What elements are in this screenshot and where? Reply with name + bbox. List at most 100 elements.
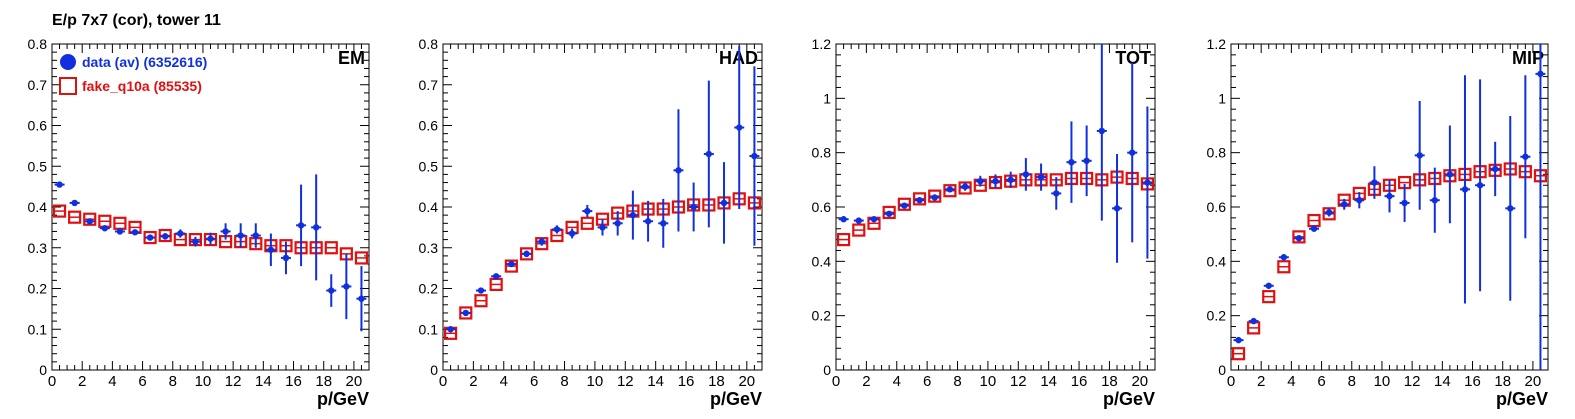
data-point [675, 167, 682, 174]
x-tick-label: 10 [980, 373, 997, 390]
y-tick-label: 0.1 [28, 321, 48, 337]
data-point [1310, 225, 1318, 232]
fake-point [882, 205, 896, 220]
data-point [1522, 153, 1529, 160]
fake-point [1231, 347, 1246, 361]
x-tick-label: 18 [315, 373, 332, 390]
legend-fake-marker [59, 77, 77, 95]
data-point [1113, 205, 1121, 212]
x-tick-label: 8 [1348, 373, 1356, 390]
x-tick-label: 14 [255, 373, 272, 390]
x-tick-label: 2 [862, 373, 870, 390]
x-tick-label: 0 [439, 373, 447, 390]
y-tick-label: 0.2 [1207, 308, 1227, 324]
y-tick-label: 0.8 [812, 145, 832, 161]
y-tick-label: 1 [823, 90, 831, 106]
x-tick-label: 20 [1131, 373, 1148, 390]
y-tick-label: 0.3 [28, 240, 48, 256]
data-point [477, 287, 485, 294]
data-point [86, 218, 93, 225]
fake-point [912, 192, 927, 206]
data-point [690, 203, 697, 211]
fake-point [836, 233, 851, 247]
x-tick-label: 16 [1071, 373, 1088, 390]
fake-point [1277, 260, 1291, 274]
x-tick-label: 10 [1374, 373, 1391, 390]
fake-point [354, 251, 369, 265]
data-point [1235, 336, 1242, 344]
y-tick-label: 0.6 [1207, 199, 1227, 215]
data-point [1053, 190, 1060, 197]
x-tick-label: 20 [346, 373, 363, 390]
y-tick-label: 0.3 [419, 240, 439, 256]
data-point [101, 224, 109, 232]
x-tick-label: 18 [1101, 373, 1118, 390]
data-point [855, 217, 862, 224]
y-tick-label: 0 [430, 362, 438, 378]
panel-label: TOT [1115, 48, 1151, 68]
data-point [237, 232, 244, 239]
x-tick-label: 0 [1227, 373, 1235, 390]
x-tick-label: 6 [1317, 373, 1325, 390]
figure-title: E/p 7x7 (cor), tower 11 [52, 12, 221, 29]
data-point [1461, 186, 1469, 193]
x-tick-label: 20 [1525, 373, 1542, 390]
data-point [177, 230, 184, 237]
data-point [568, 230, 576, 237]
x-tick-label: 14 [1434, 373, 1451, 390]
x-tick-label: 0 [832, 373, 840, 390]
data-point [946, 186, 954, 193]
x-tick-label: 16 [285, 373, 302, 390]
y-tick-label: 0.4 [419, 199, 439, 215]
x-tick-label: 6 [530, 373, 538, 390]
y-tick-label: 0.6 [419, 118, 439, 134]
data-point [312, 224, 320, 231]
x-tick-label: 4 [500, 373, 508, 390]
data-point [840, 216, 847, 223]
data-point [629, 211, 637, 219]
fake-point [83, 212, 97, 226]
data-point [870, 216, 878, 223]
fake-point [52, 204, 67, 218]
data-point [977, 177, 984, 185]
x-tick-label: 18 [708, 373, 725, 390]
data-point [1537, 70, 1544, 78]
y-tick-label: 0.4 [1207, 253, 1227, 269]
x-axis-label: p/GeV [317, 389, 369, 409]
legend-data-marker [60, 54, 76, 70]
data-point [1280, 254, 1288, 261]
x-tick-label: 14 [1040, 373, 1057, 390]
y-tick-label: 0.7 [28, 77, 48, 93]
x-tick-label: 18 [1494, 373, 1511, 390]
x-tick-label: 16 [678, 373, 695, 390]
data-point [71, 199, 78, 207]
fake-point [580, 216, 594, 230]
fake-point [504, 259, 518, 273]
x-tick-label: 12 [617, 373, 634, 390]
data-point [162, 233, 169, 240]
data-point [328, 287, 335, 294]
panel-tot: 0 2 4 6 8 10 12 14 16 18 20p/GeV 0 0.2 0.4 0.6 0.8 1 1.2 T… [812, 36, 1156, 409]
x-tick-label: 12 [225, 373, 242, 390]
data-point [1401, 199, 1408, 207]
legend-fake-label: fake_q10a (85535) [82, 78, 202, 94]
y-tick-label: 0.5 [28, 158, 48, 174]
x-tick-label: 8 [953, 373, 961, 390]
data-point [1491, 165, 1499, 173]
y-tick-label: 0.2 [812, 308, 832, 324]
data-point [553, 226, 561, 233]
fake-point [519, 247, 534, 261]
data-point [1022, 171, 1030, 178]
y-tick-label: 0.2 [419, 281, 439, 297]
data-point [538, 238, 545, 245]
data-point [1129, 149, 1136, 156]
data-point [1476, 182, 1484, 189]
data-point [1098, 127, 1106, 135]
data-point [492, 273, 500, 280]
data-point [1386, 192, 1393, 200]
y-tick-label: 0.6 [812, 199, 832, 215]
y-tick-label: 0.6 [28, 118, 48, 134]
y-tick-label: 0 [1218, 362, 1226, 378]
y-tick-label: 0.1 [419, 321, 439, 337]
